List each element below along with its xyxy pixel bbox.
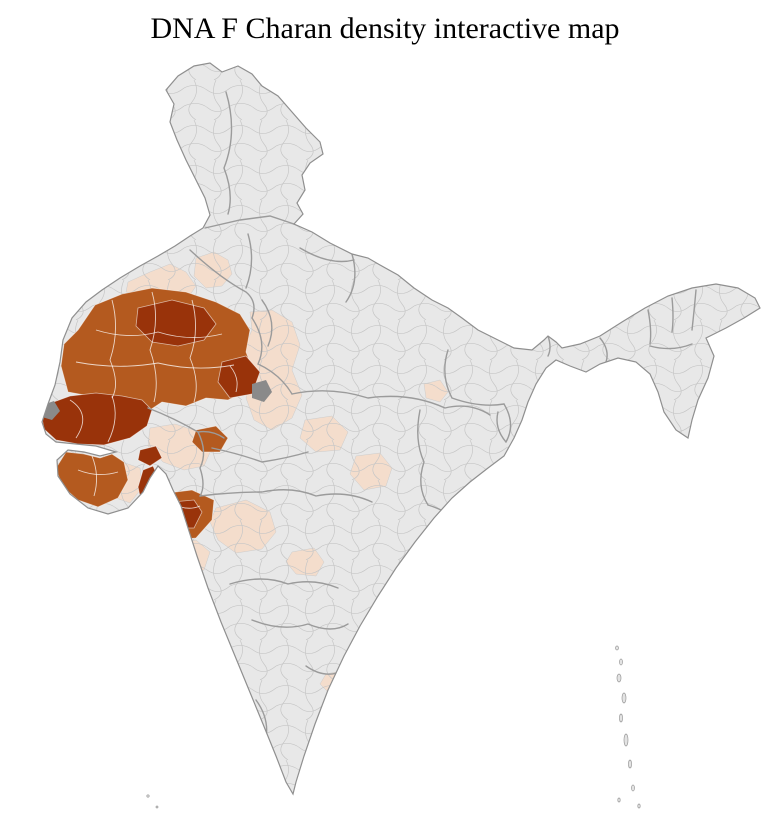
island-chain[interactable] (146, 645, 641, 809)
state-borders (147, 91, 697, 789)
highlight-district-borders (69, 291, 238, 509)
india-outline (41, 62, 761, 796)
page-title: DNA F Charan density interactive map (150, 12, 620, 45)
